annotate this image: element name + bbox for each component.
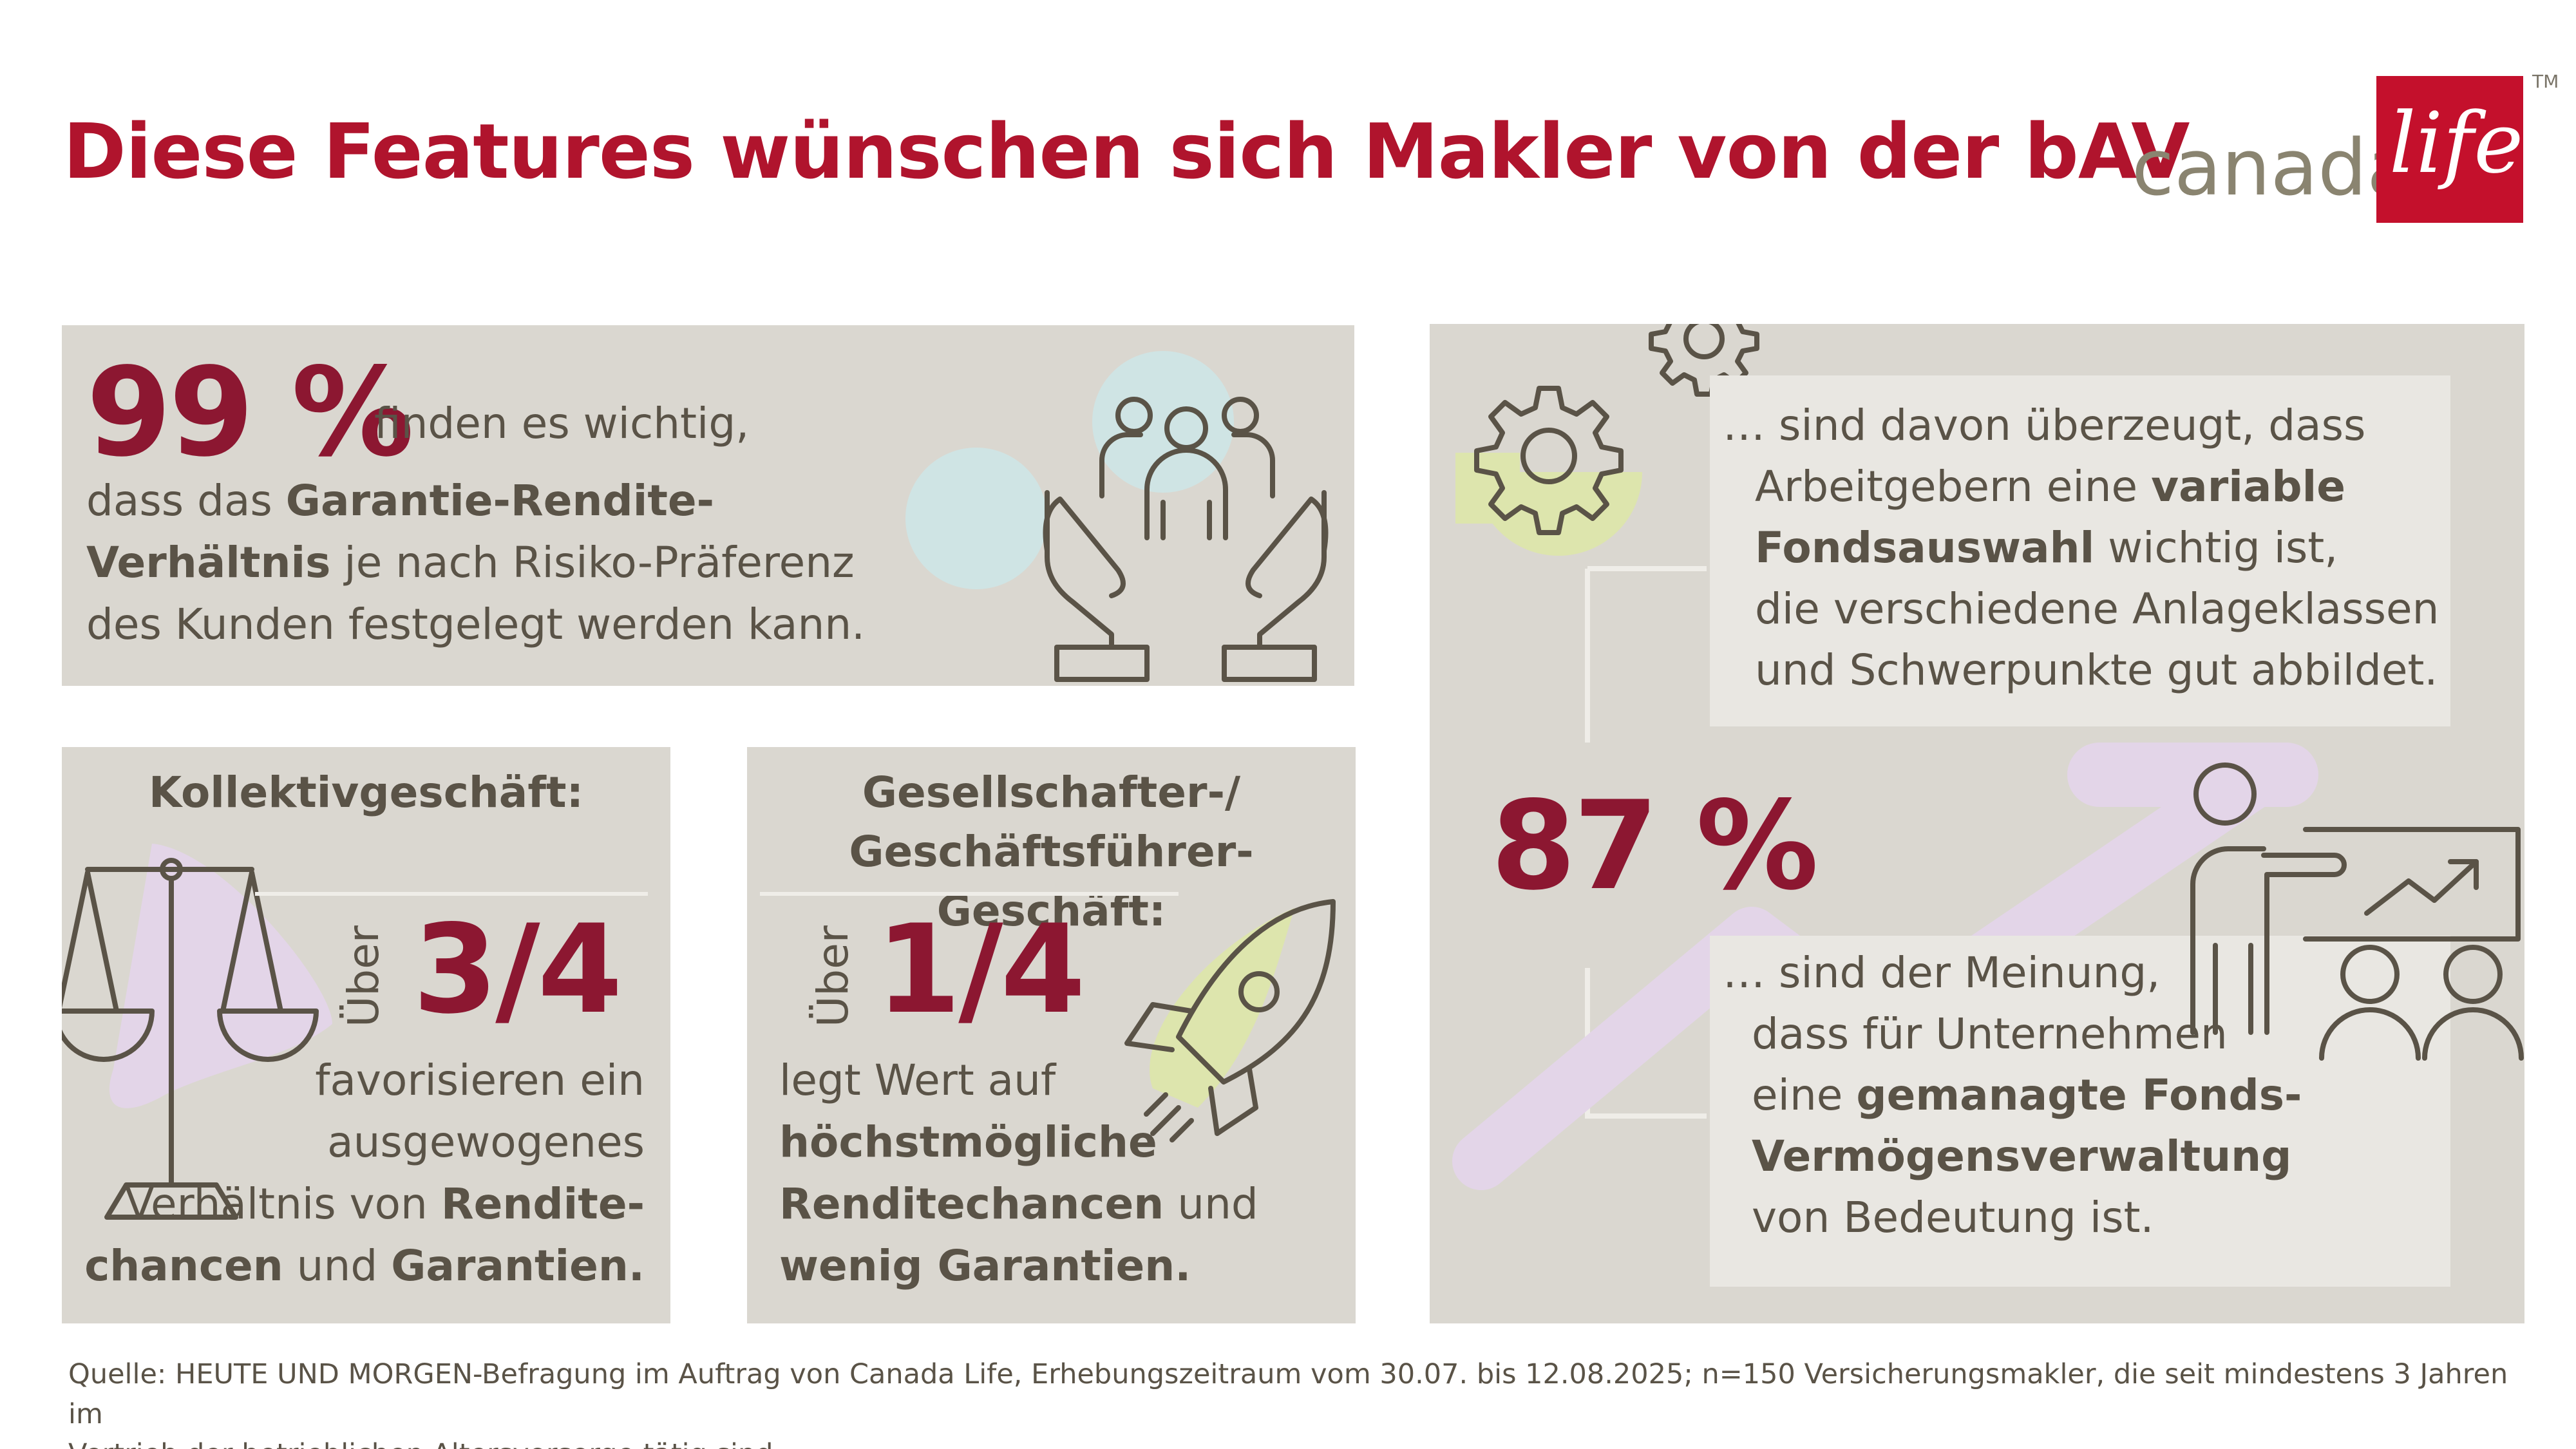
stat-value-87: 87 % xyxy=(1491,775,1819,917)
stat1-body: dass das Garantie-Rendite- Verhältnis je… xyxy=(86,470,956,656)
stat3-line1: legt Wert auf xyxy=(779,1056,1056,1105)
stat3-prefix: Über xyxy=(808,925,858,1027)
logo-trademark: TM xyxy=(2532,71,2559,92)
stat2-prefix: Über xyxy=(339,925,388,1027)
source-note: Quelle: HEUTE UND MORGEN-Befragung im Au… xyxy=(68,1354,2535,1449)
stat-value-1-4: 1/4 xyxy=(876,898,1086,1041)
source-line1: Quelle: HEUTE UND MORGEN-Befragung im Au… xyxy=(68,1358,2508,1430)
presenter-chart-icon xyxy=(2190,762,2524,1061)
stat1-line1: finden es wichtig, xyxy=(374,399,750,448)
stat-panel-shareholder: Gesellschafter-/ Geschäftsführer-Geschäf… xyxy=(747,747,1356,1323)
stat3-line2: höchstmögliche xyxy=(779,1117,1157,1167)
stat4-card2-line2: dass für Unternehmen xyxy=(1752,1009,2228,1059)
stat4-card1-line3: Fondsauswahl wichtig ist, xyxy=(1755,523,2338,573)
stat4-card2-line5: von Bedeutung ist. xyxy=(1752,1193,2154,1242)
stat2-line2: ausgewogenes xyxy=(327,1117,645,1167)
stat2-line3: Verhältnis von Rendite- xyxy=(124,1179,645,1229)
stat4-card1-line1: … sind davon überzeugt, dass xyxy=(1723,401,2366,450)
stat1-line4: des Kunden festgelegt werden kann. xyxy=(86,600,866,649)
stat4-card2-line1: … sind der Meinung, xyxy=(1723,948,2161,998)
stat3-body: legt Wert auf höchstmögliche Renditechan… xyxy=(779,1050,1258,1297)
stat2-body: favorisieren ein ausgewogenes Verhältnis… xyxy=(84,1050,645,1297)
page-title: Diese Features wünschen sich Makler von … xyxy=(63,107,2190,196)
rocket-icon xyxy=(1124,899,1336,1142)
logo-box: life xyxy=(2376,76,2523,223)
stat2-line1: favorisieren ein xyxy=(315,1056,645,1105)
stat4-card1-line5: und Schwerpunkte gut abbildet. xyxy=(1755,645,2438,695)
stat-value-3-4: 3/4 xyxy=(413,898,623,1041)
gears-icon xyxy=(1455,324,1759,556)
divider xyxy=(255,892,648,896)
source-line2: Vertrieb der betrieblichen Altersvorsorg… xyxy=(68,1434,2535,1449)
stat2-line4: chancen und Garantien. xyxy=(84,1241,645,1291)
logo-wordmark: canada xyxy=(2132,124,2414,213)
stat-panel-collective: Kollektivgeschäft: Über 3/4 favorisieren… xyxy=(62,747,670,1323)
stat4-card1-line2: Arbeitgebern eine variable xyxy=(1755,462,2346,511)
stat3-line3: Renditechancen und xyxy=(779,1179,1258,1229)
stat-panel-fund-selection: … sind davon überzeugt, dass Arbeitgeber… xyxy=(1430,324,2524,1323)
stat4-card-1: … sind davon überzeugt, dass Arbeitgeber… xyxy=(1710,375,2450,726)
hands-holding-people-icon xyxy=(905,351,1329,682)
canada-life-logo: canada life TM xyxy=(2125,71,2559,232)
stat4-card2-line3: eine gemanagte Fonds- xyxy=(1752,1070,2302,1120)
stat2-heading: Kollektivgeschäft: xyxy=(148,768,584,817)
stat4-card1-line4: die verschiedene Anlageklassen xyxy=(1755,584,2439,634)
stat4-card-2: … sind der Meinung, dass für Unternehmen… xyxy=(1710,936,2450,1287)
divider xyxy=(760,892,1179,896)
stat-value-99: 99 % xyxy=(86,341,414,484)
logo-box-word: life xyxy=(2389,94,2524,192)
stat4-card2-line4: Vermögensverwaltung xyxy=(1752,1132,2292,1181)
stat-panel-guarantee-return: 99 % finden es wichtig, dass das Garanti… xyxy=(62,325,1354,686)
stat1-line2: dass das Garantie-Rendite- xyxy=(86,476,715,526)
stat1-line3: Verhältnis je nach Risiko-Präferenz xyxy=(86,538,855,587)
stat3-line4: wenig Garantien. xyxy=(779,1241,1191,1291)
